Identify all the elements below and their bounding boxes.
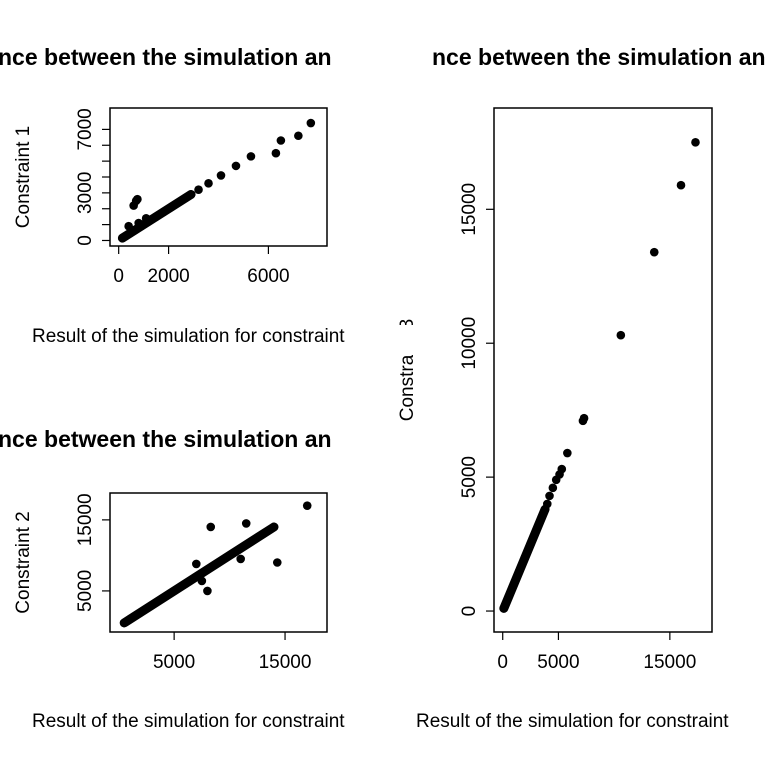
y-tick-label: 7000	[75, 108, 96, 150]
data-point	[691, 138, 700, 147]
data-point	[515, 566, 524, 576]
data-point	[271, 148, 281, 158]
data-point	[579, 413, 589, 423]
data-point	[537, 513, 547, 522]
data-point	[247, 536, 257, 546]
plot2-title: nce between the simulation an	[0, 426, 332, 452]
data-point	[503, 593, 513, 602]
x-axis-label: Result of the simulation for constraint	[32, 711, 345, 732]
x-tick-label: 0	[497, 652, 508, 673]
data-point	[124, 221, 133, 231]
x-tick-label: 6000	[247, 266, 289, 287]
data-point	[151, 212, 161, 221]
plot-frame	[109, 492, 328, 633]
data-point	[186, 190, 196, 199]
data-point	[136, 607, 146, 617]
data-point	[520, 553, 530, 562]
data-point	[204, 179, 213, 188]
plot1-title: nce between the simulation an	[0, 44, 332, 70]
data-point	[236, 543, 245, 553]
x-tick-label: 5000	[537, 652, 579, 673]
x-tick-label: 15000	[643, 652, 696, 673]
y-tick-label: 15000	[75, 493, 96, 546]
data-point	[557, 464, 567, 474]
y-tick-label: 3000	[75, 172, 96, 214]
y-tick-label: 0	[75, 235, 96, 246]
data-point	[269, 522, 279, 532]
data-point	[203, 565, 212, 574]
data-point	[272, 558, 282, 567]
data-point	[147, 600, 157, 610]
data-point	[499, 604, 509, 613]
label-clip-mask	[385, 325, 415, 355]
data-point	[141, 213, 151, 223]
data-point	[563, 448, 572, 458]
data-point	[203, 586, 212, 596]
data-point	[231, 161, 241, 171]
data-point	[545, 491, 554, 501]
data-point	[125, 615, 135, 624]
y-axis-label: Constraint 1	[13, 126, 34, 228]
data-point	[526, 539, 535, 549]
data-point	[676, 180, 686, 190]
data-point	[133, 194, 142, 204]
plot3-title: nce between the simulation an	[432, 44, 766, 70]
x-tick-label: 15000	[259, 652, 312, 673]
data-point	[241, 519, 251, 528]
data-point	[197, 576, 207, 586]
data-point	[306, 118, 316, 128]
y-tick-label: 5000	[459, 456, 480, 498]
plot1: 0 2000 6000 0 3000 7000 Result of the simulati…	[13, 107, 345, 347]
data-point	[542, 499, 552, 509]
data-point	[169, 586, 179, 596]
data-point	[206, 522, 216, 532]
data-point	[174, 198, 183, 207]
x-tick-label: 5000	[153, 652, 195, 673]
data-point	[649, 247, 659, 257]
y-tick-label: 15000	[459, 183, 480, 236]
data-point	[134, 218, 143, 228]
data-point	[180, 579, 190, 589]
data-point	[294, 131, 303, 141]
data-point	[236, 554, 245, 564]
label-clip-mask	[385, 422, 433, 456]
data-point	[192, 559, 201, 569]
y-axis-label: Constraint 2	[13, 511, 34, 613]
data-point	[509, 579, 519, 589]
x-tick-label: 0	[113, 266, 124, 287]
plot2: 5000 15000 5000 15000 Result of the simulati…	[13, 492, 345, 732]
data-point	[194, 185, 203, 194]
data-point	[158, 593, 168, 603]
data-point	[531, 526, 541, 535]
data-point	[216, 171, 226, 180]
data-point	[276, 136, 286, 145]
x-axis-label: Result of the simulation for constraint	[416, 711, 729, 732]
y-tick-label: 10000	[459, 317, 480, 370]
x-axis-label: Result of the simulation for constraint	[32, 326, 345, 347]
x-tick-label: 2000	[147, 266, 189, 287]
plot-frame	[493, 107, 713, 633]
data-point	[616, 330, 626, 340]
data-point	[166, 202, 176, 212]
y-tick-label: 0	[459, 606, 480, 617]
plot3: 0 5000 15000 0 5000 10000 15000 Result of the s…	[397, 107, 729, 732]
y-tick-label: 5000	[75, 570, 96, 612]
data-point	[214, 558, 223, 567]
data-point	[130, 225, 140, 235]
data-point	[258, 529, 268, 539]
data-point	[159, 207, 168, 217]
label-clip-mask	[385, 710, 415, 740]
data-point	[548, 483, 558, 493]
data-point	[302, 501, 312, 510]
data-point	[246, 152, 256, 161]
data-point	[225, 551, 234, 560]
